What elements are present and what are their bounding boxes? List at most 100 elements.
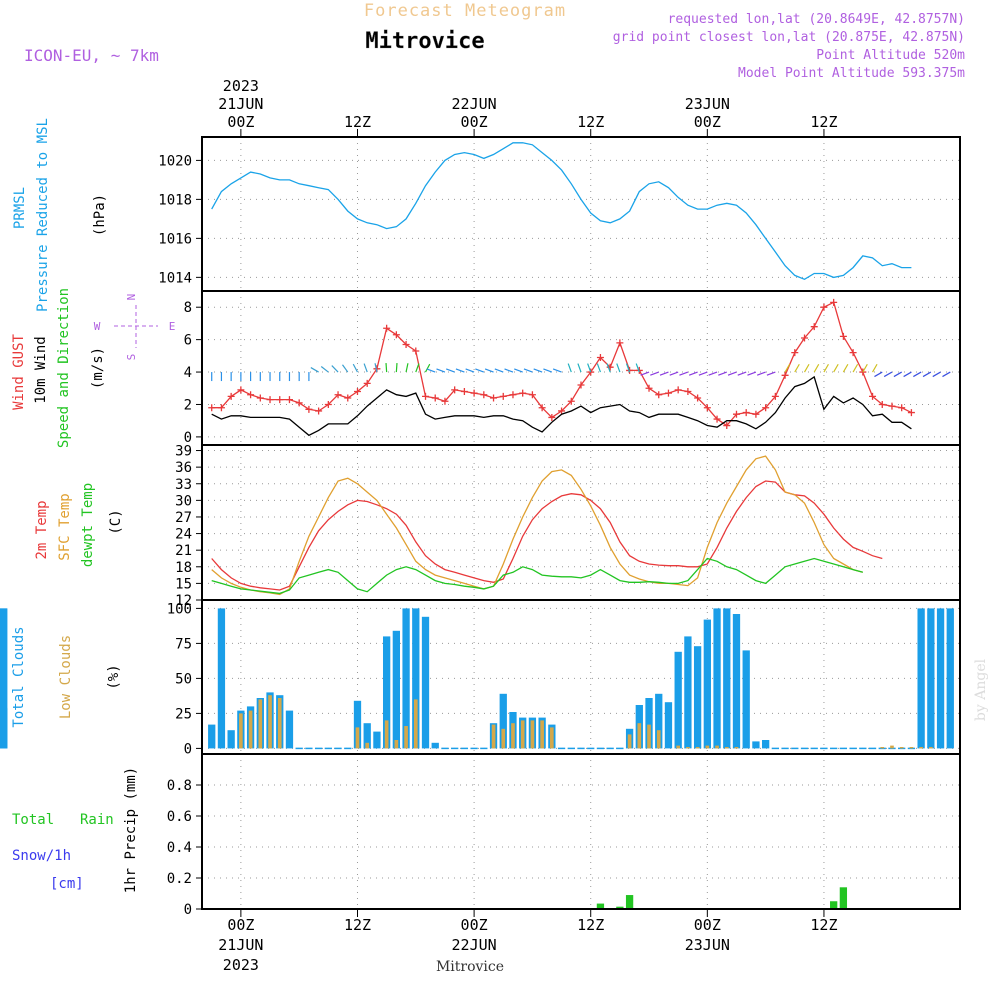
wind-arrow	[310, 367, 319, 373]
y-tick-label: 100	[167, 601, 192, 617]
snow-unit-label: [cm]	[50, 876, 84, 892]
wind-arrow	[852, 363, 859, 373]
gust-marker	[334, 391, 342, 399]
wind-arrow	[766, 371, 776, 376]
prmsl-desc-label: Pressure Reduced to MSL	[35, 118, 51, 312]
wind-labels: Wind GUST 10m Wind Speed and Direction (…	[11, 288, 175, 448]
gust-marker	[907, 409, 915, 417]
low-cloud-bar	[929, 747, 933, 749]
y-tick-label: 50	[175, 671, 192, 687]
wind-arrow	[405, 363, 409, 373]
low-cloud-bar	[540, 720, 544, 749]
total-cloud-bar	[752, 741, 760, 749]
wind-arrow	[883, 371, 893, 378]
low-cloud-bar	[909, 747, 914, 749]
precip-unit-label: 1hr Precip (mm)	[123, 767, 139, 893]
y-tick-label: 1020	[158, 153, 192, 169]
wind-arrow	[635, 363, 640, 373]
wind-arrow	[374, 363, 378, 373]
gust-marker	[237, 386, 245, 394]
rain-bar	[625, 895, 634, 909]
wind-arrow	[803, 363, 810, 373]
wind-arrow	[669, 371, 679, 376]
gust-marker	[422, 392, 430, 400]
temp2m-line	[211, 480, 883, 591]
low-cloud-bar	[705, 745, 710, 749]
gust-line	[211, 301, 912, 427]
low-cloud-bar	[550, 727, 554, 749]
rain-bar	[830, 901, 838, 909]
gust-marker	[256, 394, 264, 402]
wind-arrow	[747, 371, 757, 376]
gust-marker	[441, 397, 449, 405]
temp2m-label: 2m Temp	[34, 500, 50, 559]
y-tick-label: 30	[175, 493, 192, 509]
wind-arrow	[942, 371, 951, 378]
time-label-top: 21JUN	[218, 95, 263, 113]
total-cloud-bar	[402, 608, 410, 749]
time-label-top: 12Z	[810, 113, 837, 131]
time-label-top: 23JUN	[685, 95, 730, 113]
point-altitude: Point Altitude 520m	[816, 48, 965, 63]
wind-arrow	[341, 364, 349, 373]
gust-marker	[519, 389, 527, 397]
y-tick-label: 0	[184, 741, 192, 757]
wind-arrow	[794, 363, 800, 373]
compass-rose: N W E S	[94, 294, 176, 361]
y-tick-label: 33	[175, 477, 192, 493]
total-cloud-bar	[412, 608, 420, 749]
y-tick-label: 0.2	[167, 871, 192, 887]
panel-frame	[201, 599, 961, 755]
time-label-bottom: 21JUN	[218, 936, 263, 954]
gust-marker	[324, 400, 332, 408]
gust-marker	[490, 394, 498, 402]
rain-label: Rain	[80, 812, 114, 828]
low-cloud-bar	[695, 747, 700, 749]
wind-arrow	[737, 371, 747, 376]
low-cloud-bar	[268, 695, 272, 749]
cloud-labels: Total Clouds Low Clouds (%)	[11, 626, 122, 727]
gust-marker	[208, 404, 216, 412]
total-cloud-bar	[373, 731, 381, 749]
gust-marker	[596, 353, 604, 361]
compass-s: S	[125, 354, 138, 361]
gust-marker	[538, 404, 546, 412]
total-cloud-bar	[392, 630, 401, 749]
total-cloud-bar	[732, 614, 741, 749]
low-cloud-bar	[365, 742, 370, 749]
total-cloud-bar	[674, 651, 682, 749]
gust-marker	[713, 415, 721, 423]
time-label-bottom: 12Z	[344, 916, 371, 934]
gust-marker	[460, 388, 468, 396]
low-cloud-bar	[501, 728, 506, 749]
sfc-temp-line	[211, 455, 863, 596]
gust-marker	[577, 381, 585, 389]
gust-marker	[499, 392, 507, 400]
gust-marker	[528, 391, 536, 399]
gust-marker	[839, 332, 847, 340]
y-tick-label: 6	[184, 333, 192, 349]
gust-marker	[732, 410, 740, 418]
gust-label: Wind GUST	[11, 334, 27, 410]
wind-arrow	[424, 363, 431, 373]
gust-marker	[548, 413, 556, 421]
total-cloud-bar	[917, 608, 925, 749]
wind-arrow	[679, 371, 689, 376]
wind-arrow	[756, 371, 766, 376]
gust-marker	[742, 409, 750, 417]
total-cloud-bar	[946, 608, 954, 749]
wind-arrow	[543, 368, 553, 373]
total-cloud-bar	[208, 724, 216, 749]
model-label: ICON-EU, ~ 7km	[24, 46, 159, 65]
wind-arrow	[552, 368, 562, 373]
gust-marker	[849, 349, 857, 357]
low-cloud-bar	[404, 726, 408, 749]
compass-w: W	[94, 320, 101, 333]
gust-marker	[392, 331, 400, 339]
total-label: Total	[12, 812, 54, 828]
wind-arrow	[862, 363, 868, 373]
gust-marker	[295, 399, 303, 407]
gust-marker	[703, 404, 711, 412]
gust-marker	[451, 386, 459, 394]
hpa-unit-label: (hPa)	[92, 194, 108, 236]
